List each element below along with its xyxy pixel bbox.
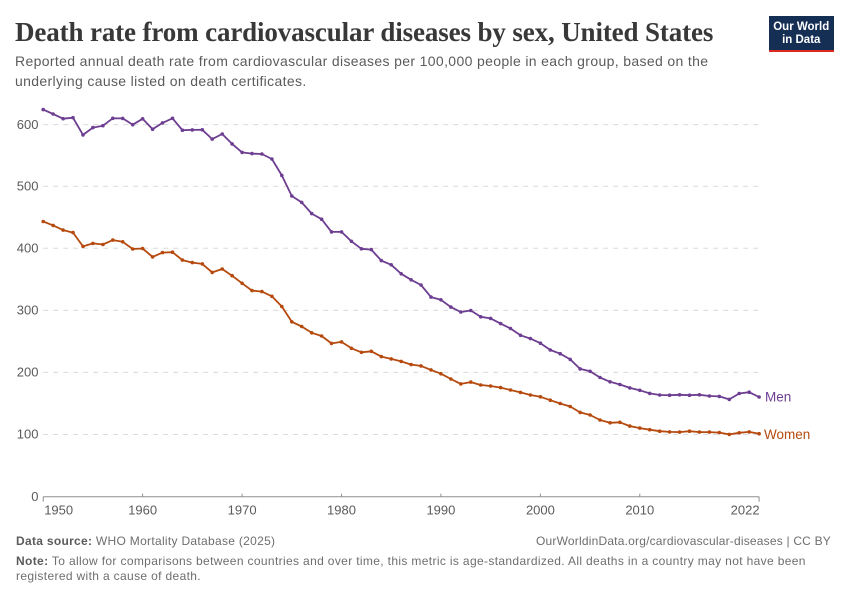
svg-text:1960: 1960	[128, 503, 157, 518]
svg-text:1950: 1950	[44, 503, 73, 518]
svg-text:1970: 1970	[228, 503, 257, 518]
svg-text:1980: 1980	[327, 503, 356, 518]
svg-text:600: 600	[17, 117, 39, 132]
svg-text:Men: Men	[765, 390, 791, 405]
svg-text:1990: 1990	[426, 503, 455, 518]
svg-text:2010: 2010	[625, 503, 654, 518]
svg-text:500: 500	[17, 179, 39, 194]
svg-text:2000: 2000	[526, 503, 555, 518]
svg-text:200: 200	[17, 365, 39, 380]
svg-text:300: 300	[17, 303, 39, 318]
svg-text:2022: 2022	[731, 503, 760, 518]
svg-text:0: 0	[31, 489, 38, 504]
svg-text:100: 100	[17, 427, 39, 442]
svg-text:Women: Women	[764, 427, 810, 442]
svg-text:400: 400	[17, 241, 39, 256]
